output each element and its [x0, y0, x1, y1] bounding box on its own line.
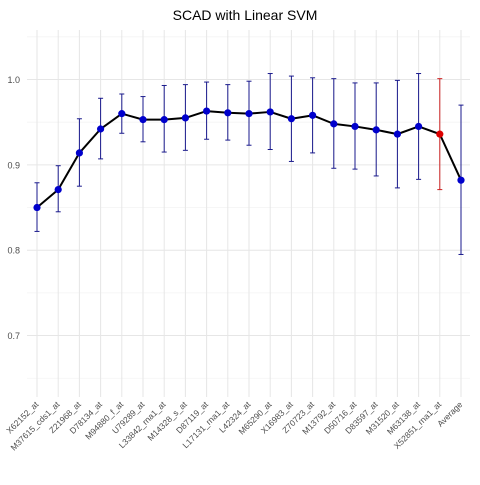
y-tick-label: 1.0 — [7, 75, 20, 85]
data-point — [266, 108, 274, 116]
data-point — [330, 120, 338, 128]
chart-title: SCAD with Linear SVM — [173, 7, 318, 23]
y-tick-label: 0.7 — [7, 331, 20, 341]
data-point — [351, 122, 359, 131]
data-point — [224, 109, 232, 117]
data-points — [33, 107, 465, 212]
data-point — [75, 149, 83, 157]
data-point — [372, 126, 380, 134]
data-point — [415, 122, 423, 131]
data-point — [245, 110, 253, 118]
data-point — [160, 116, 168, 124]
data-point — [54, 186, 62, 194]
data-point — [393, 130, 401, 138]
data-point — [181, 114, 189, 122]
data-point — [309, 111, 317, 119]
data-point — [457, 176, 465, 184]
y-axis-ticks: 0.7 0.8 0.9 1.0 — [7, 75, 20, 341]
data-point-highlight — [436, 130, 444, 138]
data-point — [203, 107, 211, 115]
y-tick-label: 0.8 — [7, 246, 20, 256]
data-point — [287, 115, 295, 123]
data-point — [139, 116, 147, 124]
data-point — [118, 110, 126, 118]
data-point — [97, 125, 105, 133]
data-point — [33, 203, 41, 212]
y-tick-label: 0.9 — [7, 160, 20, 170]
